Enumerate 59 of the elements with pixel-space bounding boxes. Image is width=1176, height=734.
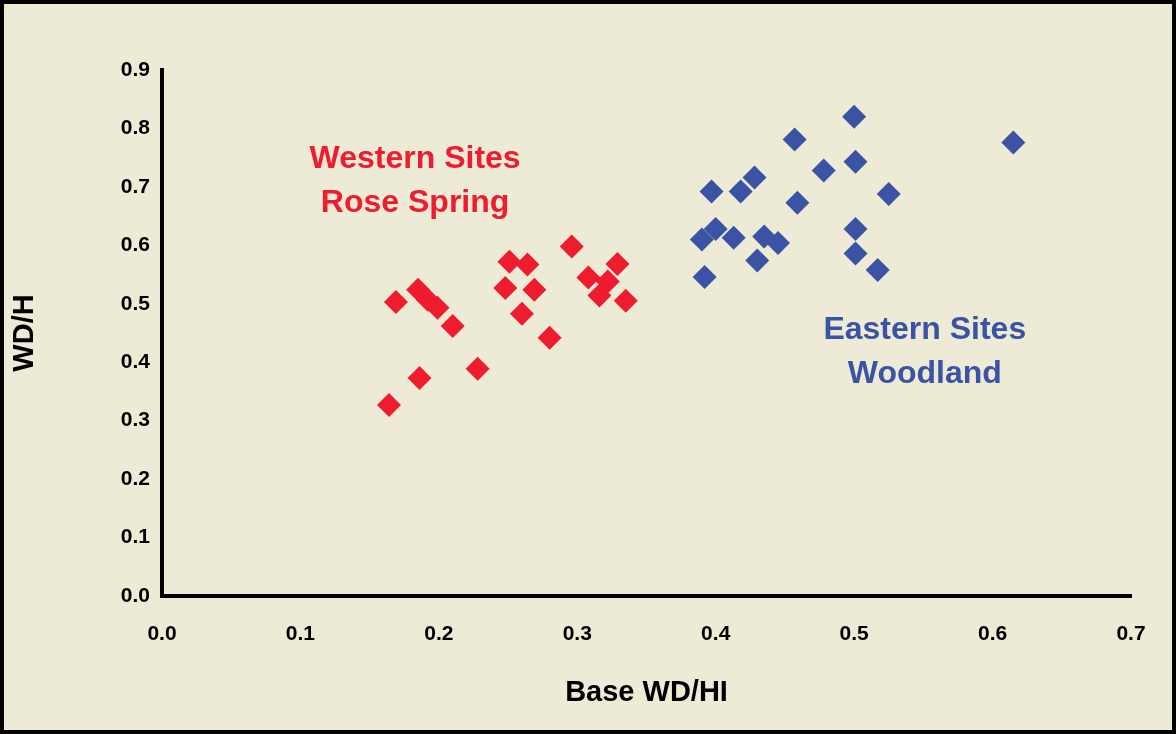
y-tick-label: 0.9 [120,56,150,80]
point [509,301,534,326]
point [689,227,714,252]
point [595,269,620,294]
point [613,288,638,313]
point [425,295,450,320]
point [742,165,767,190]
point [721,225,746,250]
y-tick-label: 0.7 [120,173,150,197]
point [537,325,562,350]
y-tick-label: 0.3 [120,407,150,431]
point [811,158,836,183]
point [699,179,724,204]
x-tick-label: 0.4 [701,621,731,645]
point [843,216,868,241]
point [728,179,753,204]
point [865,257,890,282]
y-tick-label: 0.5 [120,290,151,314]
point [785,190,810,215]
x-tick-label: 0.2 [424,621,454,645]
y-axis-title: WD/H [7,294,40,372]
point [843,241,868,266]
y-tick-label: 0.1 [120,524,151,548]
x-tick-label: 0.1 [285,621,316,645]
point [587,283,612,308]
point [440,313,465,338]
series-label: Western Sites Rose Spring [309,139,521,220]
point [703,216,728,241]
point [465,356,490,381]
point [493,276,518,300]
point [1001,130,1026,155]
y-tick-label: 0.6 [120,232,150,256]
point [766,231,791,255]
point [782,127,807,152]
y-tick-label: 0.2 [120,465,150,489]
x-tick-label: 0.5 [839,621,870,645]
point [842,104,867,129]
y-tick-label: 0.0 [120,582,150,606]
point [515,252,540,277]
point [559,234,584,259]
x-tick-label: 0.0 [147,621,177,645]
point [876,181,901,206]
point [497,249,522,274]
y-tick-label: 0.8 [120,115,151,139]
point [377,392,402,417]
point [522,277,547,302]
y-tick-label: 0.4 [120,349,151,373]
point [407,366,432,390]
series-label: Eastern Sites Woodland [823,310,1027,391]
x-tick-label: 0.3 [562,621,592,645]
point [843,149,868,174]
x-axis-title: Base WD/HI [565,674,728,707]
point [692,264,717,289]
point [383,290,408,315]
point [745,248,770,273]
x-tick-label: 0.6 [977,621,1008,645]
point [576,265,601,290]
x-tick-label: 0.7 [1116,621,1146,645]
point [605,252,630,277]
